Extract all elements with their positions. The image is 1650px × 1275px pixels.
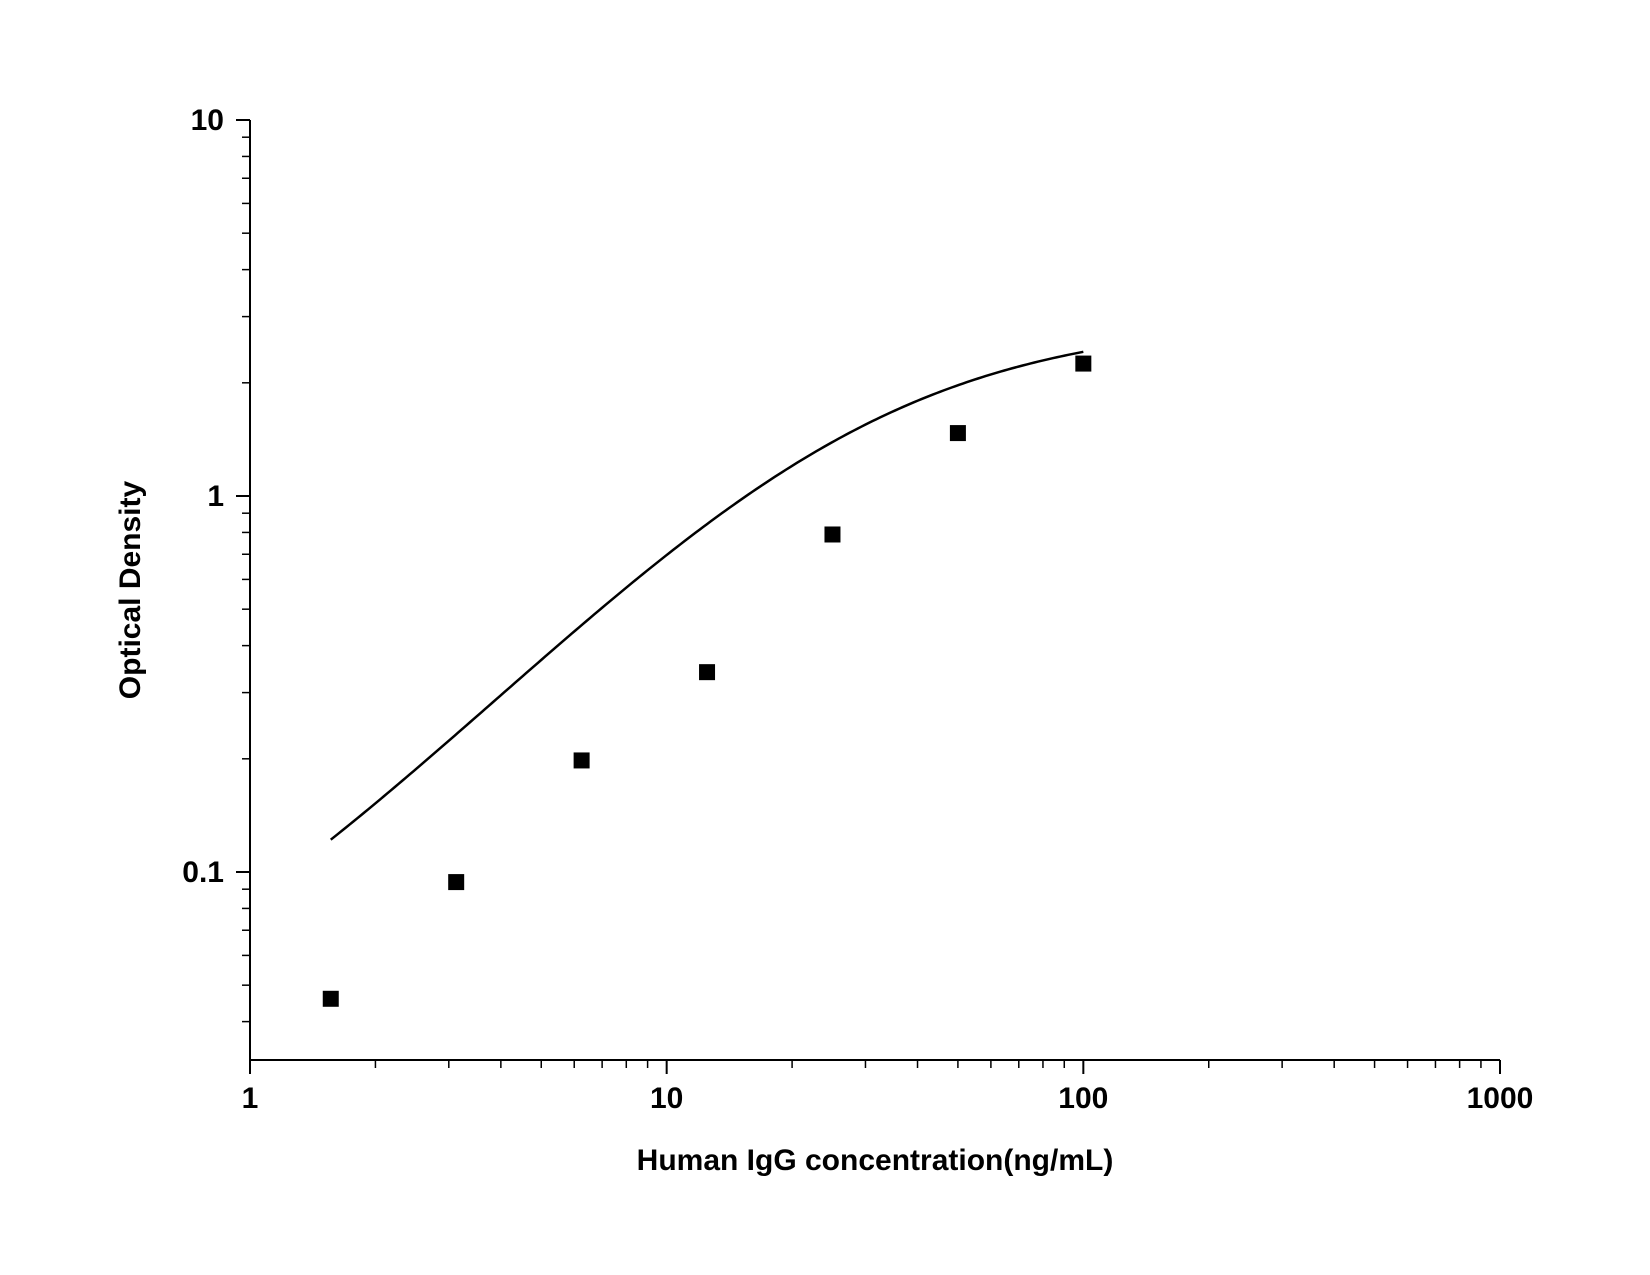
chart-container: 1 10 100 1000 0.1 1 10 Human IgG concentration(… — [0, 0, 1650, 1275]
x-axis-label: Human IgG concentration(ng/mL) — [637, 1144, 1114, 1177]
data-point — [574, 752, 590, 768]
x-tick-label: 1000 — [1467, 1082, 1534, 1115]
data-point — [1075, 356, 1091, 372]
y-axis-label: Optical Density — [114, 480, 147, 699]
data-point — [699, 664, 715, 680]
x-tick-label: 1 — [242, 1082, 259, 1115]
x-tick-label: 10 — [650, 1082, 683, 1115]
data-point — [323, 991, 339, 1007]
y-tick-label: 1 — [207, 480, 224, 513]
data-point — [448, 874, 464, 890]
chart-svg: 1 10 100 1000 0.1 1 10 Human IgG concentration(… — [0, 0, 1650, 1275]
y-tick-label: 10 — [191, 104, 224, 137]
x-tick-label: 100 — [1058, 1082, 1108, 1115]
data-point — [824, 526, 840, 542]
y-tick-label: 0.1 — [182, 856, 224, 889]
data-point — [950, 425, 966, 441]
